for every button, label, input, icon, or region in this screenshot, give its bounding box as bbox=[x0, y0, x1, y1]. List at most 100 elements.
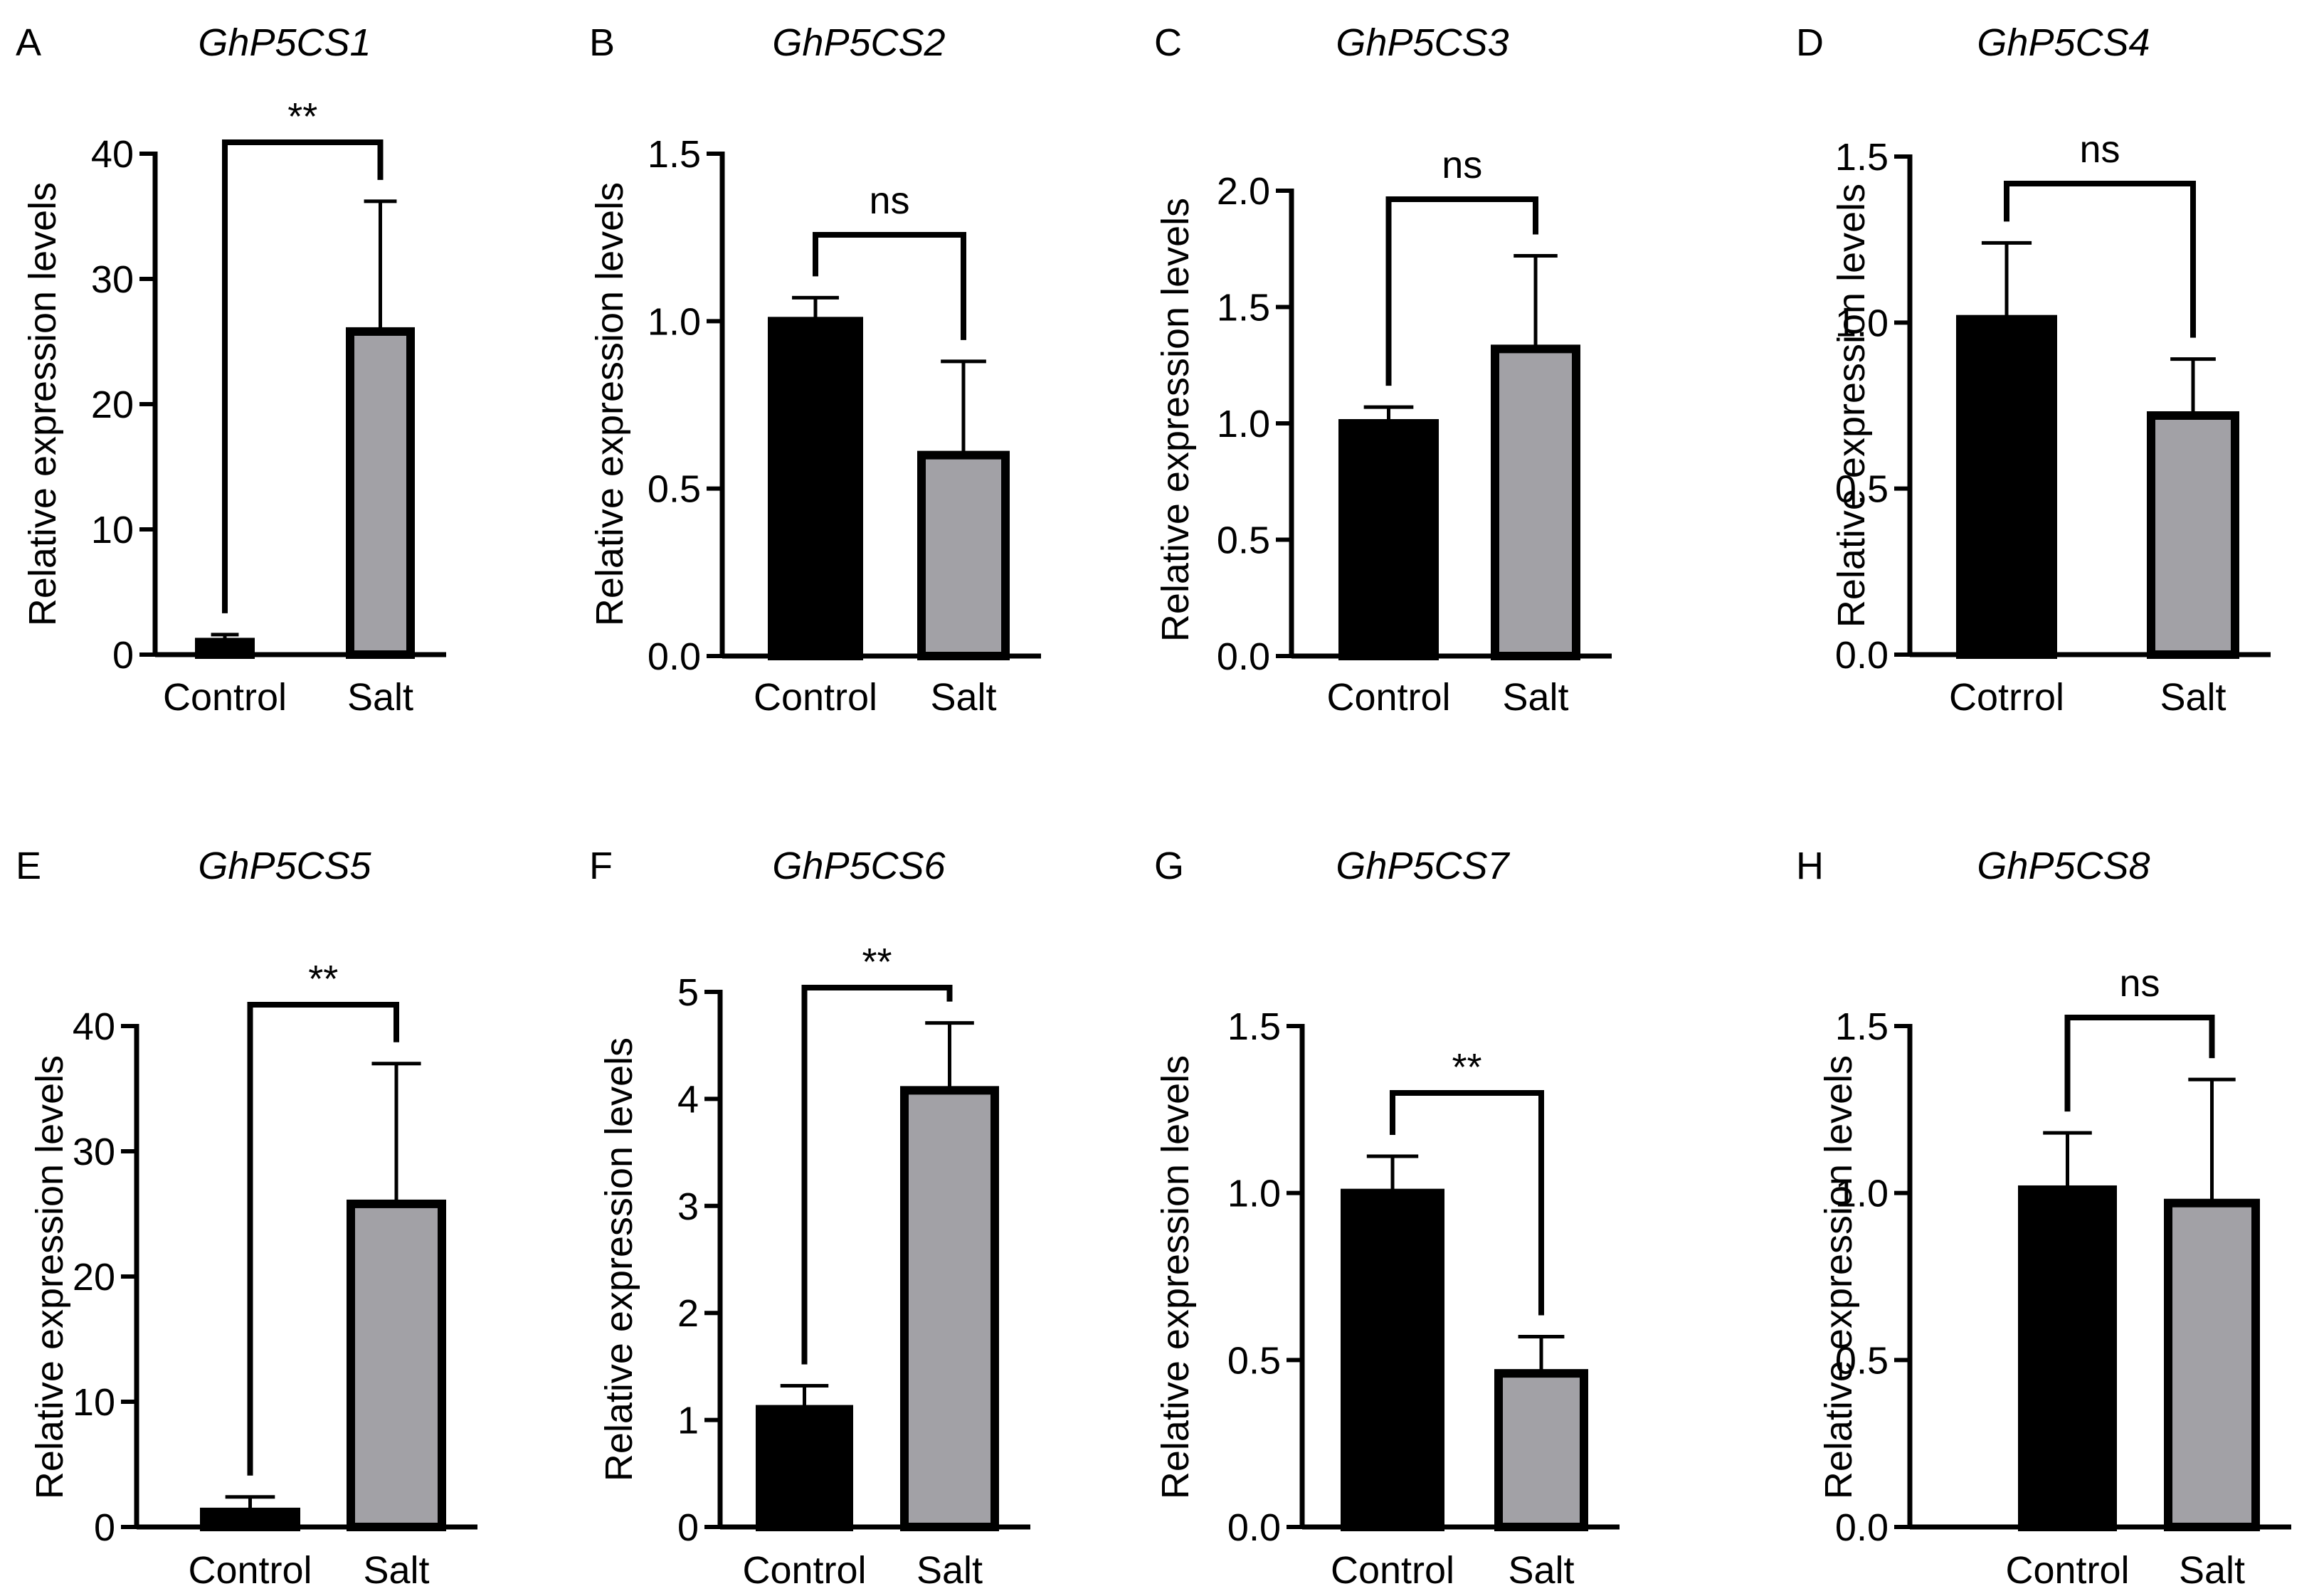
y-tick-label: 0.0 bbox=[1227, 1506, 1281, 1549]
y-tick-label: 0.5 bbox=[1227, 1339, 1281, 1382]
y-tick-label: 0.5 bbox=[648, 468, 701, 511]
chart-panel-d: D GhP5CS4 0.0 0.5 1.0 1.5 Relative expression … bbox=[1796, 21, 2271, 719]
y-tick-label: 2.0 bbox=[1217, 170, 1270, 213]
category-label: Control bbox=[163, 676, 287, 719]
panel-letter: H bbox=[1796, 845, 1824, 887]
bar-control bbox=[756, 1405, 853, 1532]
y-axis-title: Relative expression levels bbox=[1154, 1055, 1197, 1499]
y-tick-label: 1.0 bbox=[1217, 403, 1270, 445]
y-tick-label: 40 bbox=[73, 1005, 115, 1048]
bar-control bbox=[200, 1507, 300, 1531]
y-tick-label: 30 bbox=[91, 258, 134, 301]
category-label: Salt bbox=[930, 676, 996, 719]
y-tick-label: 0.0 bbox=[1217, 635, 1270, 678]
y-tick-label: 1.5 bbox=[648, 133, 701, 176]
panel-letter: F bbox=[589, 845, 613, 887]
y-tick-label: 1.0 bbox=[1227, 1173, 1281, 1215]
significance-label: ** bbox=[287, 95, 317, 138]
significance-label: ns bbox=[1442, 144, 1482, 186]
significance-bracket bbox=[1385, 196, 1538, 386]
y-tick-label: 20 bbox=[91, 384, 134, 426]
y-tick-label: 1.5 bbox=[1217, 287, 1270, 329]
bar-control bbox=[1338, 419, 1439, 660]
y-tick-label: 0.0 bbox=[1835, 1506, 1889, 1549]
bar-salt bbox=[2147, 411, 2239, 659]
bar-control bbox=[1341, 1188, 1444, 1531]
y-axis-title: Relative expression levels bbox=[1154, 198, 1197, 642]
y-tick-label: 4 bbox=[677, 1078, 699, 1121]
bar-cotrrol bbox=[1956, 315, 2057, 659]
panel-title: GhP5CS8 bbox=[1977, 845, 2150, 887]
y-tick-label: 10 bbox=[73, 1381, 115, 1424]
panel-letter: B bbox=[589, 21, 615, 64]
y-tick-label: 0.5 bbox=[1835, 468, 1889, 511]
category-label: Salt bbox=[363, 1549, 429, 1592]
significance-bracket bbox=[247, 1002, 399, 1476]
significance-bracket bbox=[813, 232, 966, 340]
significance-bracket bbox=[801, 985, 953, 1365]
y-axis-title: Relative expression levels bbox=[21, 182, 64, 626]
y-tick-label: 0.0 bbox=[648, 635, 701, 678]
significance-bracket bbox=[2064, 1015, 2215, 1112]
y-tick-label: 1.0 bbox=[1835, 1173, 1889, 1215]
panel-letter: A bbox=[16, 21, 41, 64]
y-axis-title: Relative expression levels bbox=[28, 1055, 71, 1499]
y-tick-label: 1.0 bbox=[1835, 302, 1889, 344]
y-tick-label: 2 bbox=[677, 1292, 699, 1335]
bar-control bbox=[768, 317, 863, 660]
bar-control bbox=[195, 638, 255, 660]
category-label: Control bbox=[188, 1549, 312, 1592]
significance-bracket bbox=[2004, 181, 2196, 338]
panel-letter: E bbox=[16, 845, 41, 887]
y-tick-label: 1.5 bbox=[1835, 1005, 1889, 1048]
category-label: Control bbox=[742, 1549, 866, 1592]
panel-title: GhP5CS7 bbox=[1336, 845, 1510, 887]
y-axis-title: Relative expression levels bbox=[1830, 184, 1873, 628]
chart-panel-b: B GhP5CS2 0.0 0.5 1.0 1.5 Relative expression … bbox=[588, 21, 1041, 719]
y-tick-label: 0 bbox=[677, 1506, 699, 1549]
y-axis-title: Relative expression levels bbox=[598, 1037, 640, 1481]
bar-salt bbox=[900, 1086, 999, 1532]
y-tick-label: 1 bbox=[677, 1400, 699, 1442]
category-label: Cotrrol bbox=[1949, 676, 2064, 719]
significance-label: ns bbox=[2079, 128, 2120, 171]
bar-salt bbox=[1491, 344, 1580, 660]
y-tick-label: 30 bbox=[73, 1131, 115, 1173]
significance-bracket bbox=[1390, 1090, 1544, 1316]
bar-salt bbox=[2164, 1198, 2260, 1532]
category-label: Control bbox=[2005, 1549, 2129, 1592]
y-tick-label: 40 bbox=[91, 133, 134, 176]
significance-label: ** bbox=[308, 958, 338, 1000]
y-tick-label: 0.5 bbox=[1835, 1339, 1889, 1382]
bar-salt bbox=[347, 1199, 446, 1532]
panel-letter: G bbox=[1154, 845, 1184, 887]
category-label: Control bbox=[1326, 676, 1450, 719]
y-axis-title: Relative expression levels bbox=[1817, 1055, 1860, 1499]
panel-title: GhP5CS2 bbox=[772, 21, 945, 64]
panel-title: GhP5CS1 bbox=[198, 21, 371, 64]
chart-panel-f: F GhP5CS6 0 1 2 3 4 5 Relative expression levels… bbox=[589, 845, 1030, 1592]
category-label: Control bbox=[1331, 1549, 1454, 1592]
bar-control bbox=[2018, 1185, 2117, 1532]
y-tick-label: 10 bbox=[91, 509, 134, 551]
category-label: Control bbox=[754, 676, 877, 719]
y-tick-label: 1.0 bbox=[648, 300, 701, 343]
panel-title: GhP5CS5 bbox=[198, 845, 371, 887]
significance-label: ns bbox=[2119, 962, 2160, 1005]
y-tick-label: 1.5 bbox=[1227, 1005, 1281, 1048]
bar-salt bbox=[1494, 1369, 1588, 1532]
y-tick-label: 5 bbox=[677, 971, 699, 1014]
panel-title: GhP5CS3 bbox=[1336, 21, 1509, 64]
panel-letter: D bbox=[1796, 21, 1824, 64]
significance-bracket bbox=[222, 139, 384, 613]
significance-label: ** bbox=[862, 941, 892, 983]
category-label: Salt bbox=[347, 676, 413, 719]
y-tick-label: 0.0 bbox=[1835, 634, 1889, 677]
y-axis-title: Relative expression levels bbox=[588, 182, 631, 626]
chart-panel-c: C GhP5CS3 0.0 0.5 1.0 1.5 2.0 Relative expressi… bbox=[1154, 21, 1612, 719]
category-label: Salt bbox=[2179, 1549, 2245, 1592]
y-tick-label: 0 bbox=[94, 1506, 115, 1549]
category-label: Salt bbox=[1508, 1549, 1574, 1592]
